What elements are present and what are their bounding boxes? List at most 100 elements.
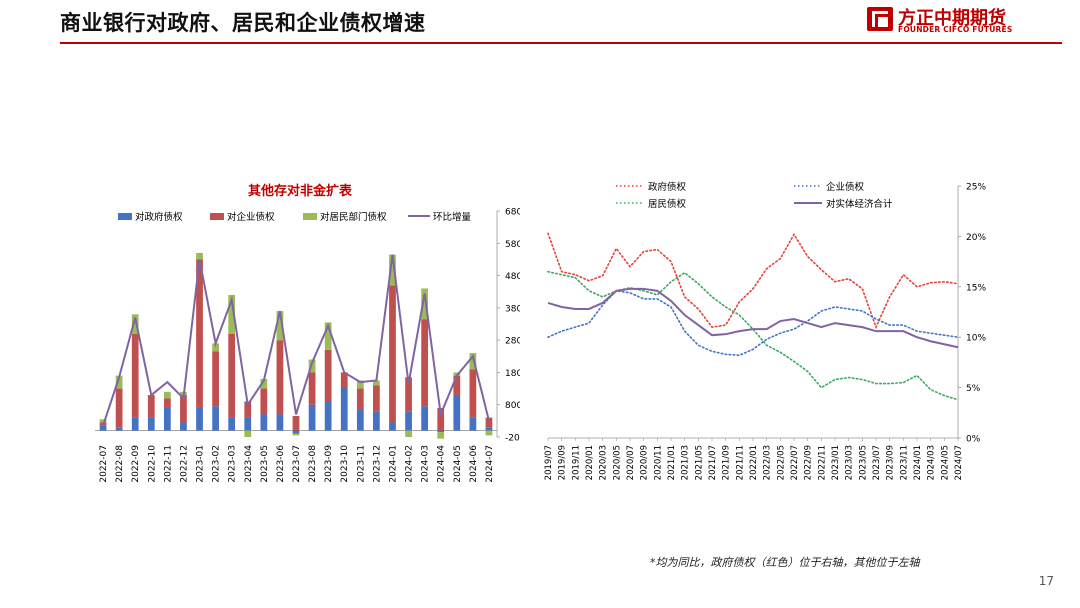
- bar-segment-gov: [308, 404, 316, 431]
- x-tick-label: 2022-10: [147, 445, 157, 483]
- x-tick-label: 2020/07: [626, 445, 636, 480]
- bar-segment-corp: [356, 388, 364, 410]
- x-tick-label: 2024-03: [421, 445, 431, 483]
- chart-legend: 政府债权 企业债权 居民债权 对实体经济合计: [616, 181, 893, 210]
- x-tick-label: 2023/11: [899, 445, 909, 480]
- bar-segment-household: [389, 254, 396, 286]
- legend-label-mom: 环比增量: [433, 211, 472, 223]
- x-tick-label: 2021/11: [735, 445, 745, 480]
- y-tick-label: 15%: [966, 283, 986, 293]
- bar-segment-household: [244, 430, 252, 437]
- bar-segment-corp: [131, 333, 139, 418]
- x-tick-label: 2024-07: [485, 445, 495, 483]
- bar-segment-gov: [99, 425, 107, 431]
- x-tick-label: 2023-03: [228, 445, 238, 483]
- bar-segment-corp: [373, 385, 380, 412]
- bar-segment-corp: [421, 319, 429, 407]
- brand-logo: 方正中期期货 FOUNDER CIFCO FUTURES: [866, 4, 1016, 38]
- legend-swatch-household: [303, 213, 317, 220]
- logo-mark-icon: [867, 7, 893, 31]
- bar-segment-gov: [405, 411, 412, 431]
- y-tick-label: 18000: [505, 369, 520, 379]
- bar-segment-household: [131, 314, 139, 334]
- x-tick-label: 2023-07: [292, 445, 302, 483]
- chart-title: 其他存对非金扩表: [248, 183, 353, 199]
- y-tick-label: 28000: [505, 337, 520, 347]
- bar-segment-household: [485, 430, 493, 436]
- legend-swatch-gov: [118, 213, 132, 220]
- bar-segment-gov: [453, 395, 461, 431]
- bar-segment-gov: [437, 430, 445, 433]
- bar-segment-corp: [308, 372, 316, 405]
- bar-segment-household: [196, 252, 203, 260]
- x-tick-label: 2024-04: [437, 445, 447, 483]
- bar-segment-corp: [163, 398, 171, 408]
- x-tick-label: 2023-04: [244, 445, 254, 483]
- bar-segment-corp: [228, 333, 236, 418]
- x-tick-label: 2023/07: [872, 445, 882, 480]
- x-tick-label: 2022/09: [804, 445, 814, 480]
- bar-segment-corp: [244, 401, 252, 418]
- logo-text-cn: 方正中期期货: [898, 8, 1006, 29]
- legend-label-household: 对居民部门债权: [320, 211, 387, 223]
- x-tick-label: 2021/03: [681, 445, 691, 480]
- line-chart: 政府债权 企业债权 居民债权 对实体经济合计 0% 5% 10% 15% 20% 25% 2…: [544, 181, 986, 481]
- y-tick-label: 10%: [966, 334, 986, 344]
- line-series-corp: [547, 289, 959, 357]
- legend-label-gov: 政府债权: [648, 181, 687, 193]
- bar-segment-corp: [340, 372, 348, 387]
- x-tick-label: 2023-12: [372, 445, 382, 483]
- x-tick-label: 2022/01: [749, 445, 759, 480]
- bar-segment-corp: [292, 416, 300, 431]
- x-tick-label: 2024/07: [954, 445, 964, 480]
- bar-segment-corp: [115, 388, 123, 428]
- bar-segment-gov: [147, 417, 155, 431]
- bar-segment-gov: [196, 407, 203, 431]
- x-tick-label: 2023-08: [308, 445, 318, 483]
- bar-segment-household: [437, 432, 445, 439]
- x-tick-label: 2022-11: [163, 445, 173, 483]
- bar-chart: 其他存对非金扩表 对政府债权 对企业债权 对居民部门债权 环比增量 -2000 8…: [95, 183, 520, 483]
- x-tick-label: 2023/09: [886, 445, 896, 480]
- bar-segment-gov: [228, 417, 236, 431]
- x-tick-label: 2022-07: [99, 445, 109, 483]
- bar-segment-gov: [163, 407, 171, 431]
- bar-segment-gov: [244, 417, 252, 431]
- bar-segment-household: [469, 353, 477, 370]
- bar-segment-corp: [453, 375, 461, 396]
- line-series-household: [547, 270, 959, 401]
- x-tick-label: 2023-02: [212, 445, 222, 483]
- x-tick-label: 2021/01: [667, 445, 677, 480]
- x-tick-label: 2023-10: [340, 445, 350, 483]
- bar-segment-household: [228, 294, 236, 334]
- y-tick-label: 48000: [505, 272, 520, 282]
- x-tick-label: 2024-05: [453, 445, 463, 483]
- x-tick-label: 2024/05: [940, 445, 950, 480]
- bar-segment-gov: [260, 414, 268, 431]
- bar-segment-household: [99, 419, 107, 423]
- logo-text-en: FOUNDER CIFCO FUTURES: [898, 25, 1013, 34]
- x-tick-label: 2022-12: [179, 445, 189, 483]
- plot-area: -2000 8000 18000 28000 38000 48000 58000 68000 2…: [95, 208, 520, 483]
- bar-segment-household: [276, 311, 284, 341]
- plot-area: 0% 5% 10% 15% 20% 25% 2019/07 2019/09 2019/11 202…: [544, 183, 986, 481]
- x-tick-label: 2024/01: [913, 445, 923, 480]
- bar-segment-corp: [260, 388, 268, 415]
- bar-segment-gov: [469, 417, 477, 431]
- x-tick-label: 2022/11: [817, 445, 827, 480]
- footnote: *均为同比，政府债权（红色）位于右轴，其他位于左轴: [650, 556, 920, 569]
- bar-segment-corp: [212, 351, 219, 407]
- bar-segment-gov: [485, 427, 493, 431]
- bar-segment-household: [405, 430, 412, 437]
- bar-segment-corp: [147, 395, 155, 418]
- line-series-mom: [102, 254, 490, 427]
- bar-segment-corp: [324, 349, 332, 402]
- bar-segment-household: [324, 322, 332, 350]
- y-tick-label: 68000: [505, 208, 520, 218]
- bar-segment-gov: [421, 406, 429, 431]
- bar-segment-household: [292, 433, 300, 436]
- x-tick-label: 2022-08: [115, 445, 125, 483]
- x-tick-label: 2020/09: [640, 445, 650, 480]
- bar-segment-corp: [389, 285, 396, 423]
- x-tick-label: 2022/03: [763, 445, 773, 480]
